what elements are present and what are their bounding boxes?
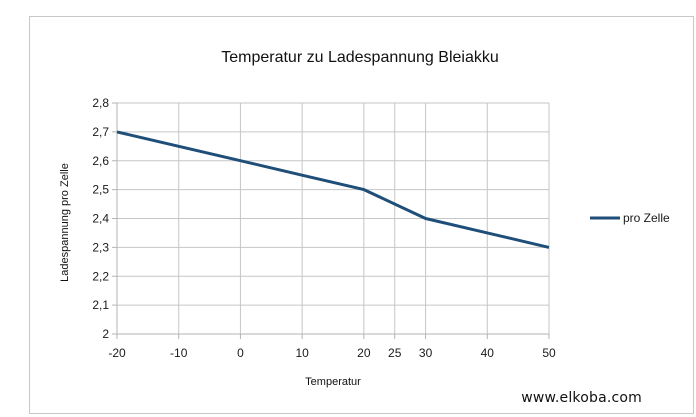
series-line-pro-zelle bbox=[116, 130, 550, 249]
y-tick-label: 2,6 bbox=[92, 154, 109, 168]
chart-frame bbox=[29, 16, 694, 414]
x-axis-label: Temperatur bbox=[305, 376, 361, 388]
chart-title: Temperatur zu Ladespannung Bleiakku bbox=[221, 49, 499, 66]
y-axis-label: Ladespannung pro Zelle bbox=[59, 163, 71, 282]
y-tick-label: 2 bbox=[102, 327, 109, 341]
x-tick-label: 25 bbox=[388, 346, 402, 360]
x-tick-label: 50 bbox=[542, 346, 556, 360]
x-tick-label: 10 bbox=[295, 346, 309, 360]
y-tick-label: 2,1 bbox=[92, 298, 109, 312]
y-tick-label: 2,7 bbox=[92, 125, 109, 139]
y-tick-label: 2,3 bbox=[92, 240, 109, 254]
x-tick-label: -20 bbox=[108, 346, 126, 360]
x-tick-label: -10 bbox=[170, 346, 188, 360]
watermark-text: www.elkoba.com bbox=[521, 390, 642, 406]
x-tick-label: 20 bbox=[357, 346, 371, 360]
labels-layer: 2 2,1 2,2 2,3 2,4 2,5 2,6 2,7 2,8 -20 -10 0 10 20 25 30… bbox=[59, 49, 556, 388]
series-layer bbox=[116, 130, 550, 249]
legend-layer: pro Zelle bbox=[590, 211, 670, 225]
y-tick-label: 2,2 bbox=[92, 269, 109, 283]
y-tick-label: 2,5 bbox=[92, 183, 109, 197]
y-tick-label: 2,4 bbox=[92, 212, 109, 226]
grid-layer bbox=[116, 102, 550, 335]
y-tick-label: 2,8 bbox=[92, 96, 109, 110]
legend-label: pro Zelle bbox=[623, 211, 670, 225]
axes-layer bbox=[112, 102, 550, 339]
x-tick-label: 40 bbox=[481, 346, 495, 360]
x-tick-label: 0 bbox=[237, 346, 244, 360]
x-tick-label: 30 bbox=[419, 346, 433, 360]
